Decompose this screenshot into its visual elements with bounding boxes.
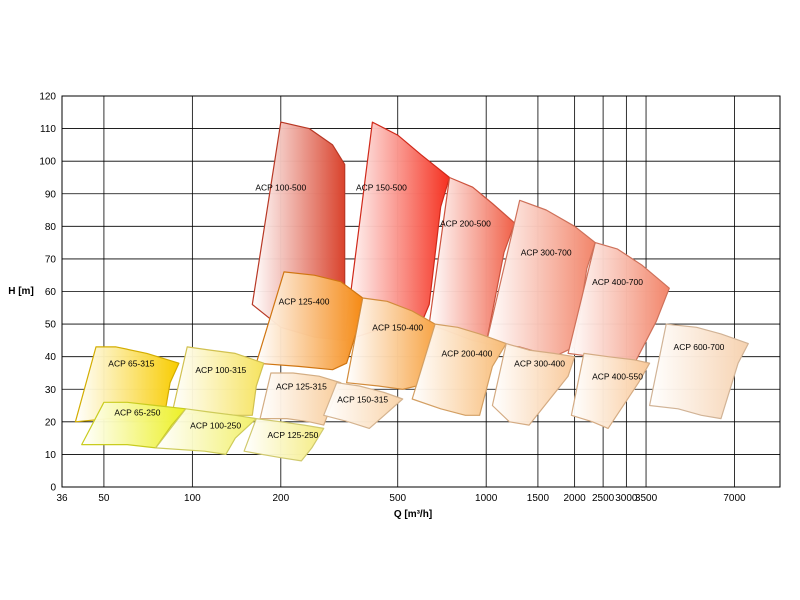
x-tick-label: 7000 [723,493,746,504]
region-acp-300-400 [491,343,576,426]
region-label: ACP 65-250 [114,407,160,417]
y-tick-label: 100 [39,157,56,168]
y-tick-label: 20 [45,417,57,428]
y-tick-label: 50 [45,320,57,331]
region-label: ACP 100-250 [190,420,241,430]
pump-regions [74,121,749,462]
region-acp-200-400 [411,323,507,416]
x-tick-label: 2500 [592,493,615,504]
region-acp-125-250 [243,418,325,462]
region-label: ACP 600-700 [674,342,725,352]
plot-frame [61,95,781,488]
region-label: ACP 65-315 [108,358,154,368]
region-label: ACP 400-550 [592,371,643,381]
y-tick-label: 70 [45,254,57,265]
region-label: ACP 400-700 [592,277,643,287]
axes: 0 10 20 30 40 50 60 70 80 90 100 110 120 36 50 100 200 50… [39,92,781,504]
y-tick-label: 30 [45,385,57,396]
region-acp-150-315 [323,382,404,429]
region-label: ACP 125-250 [268,430,319,440]
region-label: ACP 100-315 [195,365,246,375]
region-label: ACP 150-400 [372,323,423,333]
y-axis-title: H [m] [8,286,34,297]
region-label: ACP 125-400 [279,297,330,307]
region-label: ACP 125-315 [276,381,327,391]
y-tick-label: 120 [39,92,56,103]
x-tick-label: 1000 [475,493,498,504]
region-label: ACP 300-700 [521,248,572,258]
y-tick-label: 60 [45,287,57,298]
y-tick-label: 80 [45,222,57,233]
x-axis-title: Q [m³/h] [394,509,432,520]
y-tick-label: 10 [45,450,57,461]
x-tick-label: 500 [389,493,406,504]
region-label: ACP 300-400 [514,358,565,368]
x-tick-label: 36 [56,493,68,504]
x-tick-label: 3000 [615,493,638,504]
y-tick-label: 40 [45,352,57,363]
x-tick-label: 50 [98,493,110,504]
x-tick-label: 100 [184,493,201,504]
x-tick-label: 2000 [564,493,587,504]
x-tick-label: 3500 [635,493,658,504]
y-tick-label: 0 [50,483,56,494]
x-tick-label: 200 [272,493,289,504]
region-labels: ACP 100-500 ACP 150-500 ACP 200-500 ACP 300… [108,182,724,440]
y-tick-label: 90 [45,189,57,200]
region-acp-400-550 [570,352,651,429]
region-acp-100-315 [171,346,265,416]
region-acp-600-700 [649,323,749,420]
region-label: ACP 100-500 [255,182,306,192]
region-label: ACP 200-500 [440,218,491,228]
region-label: ACP 200-400 [441,349,492,359]
x-tick-label: 1500 [527,493,550,504]
region-label: ACP 150-315 [337,394,388,404]
y-tick-label: 110 [40,124,56,135]
region-label: ACP 150-500 [356,182,407,192]
